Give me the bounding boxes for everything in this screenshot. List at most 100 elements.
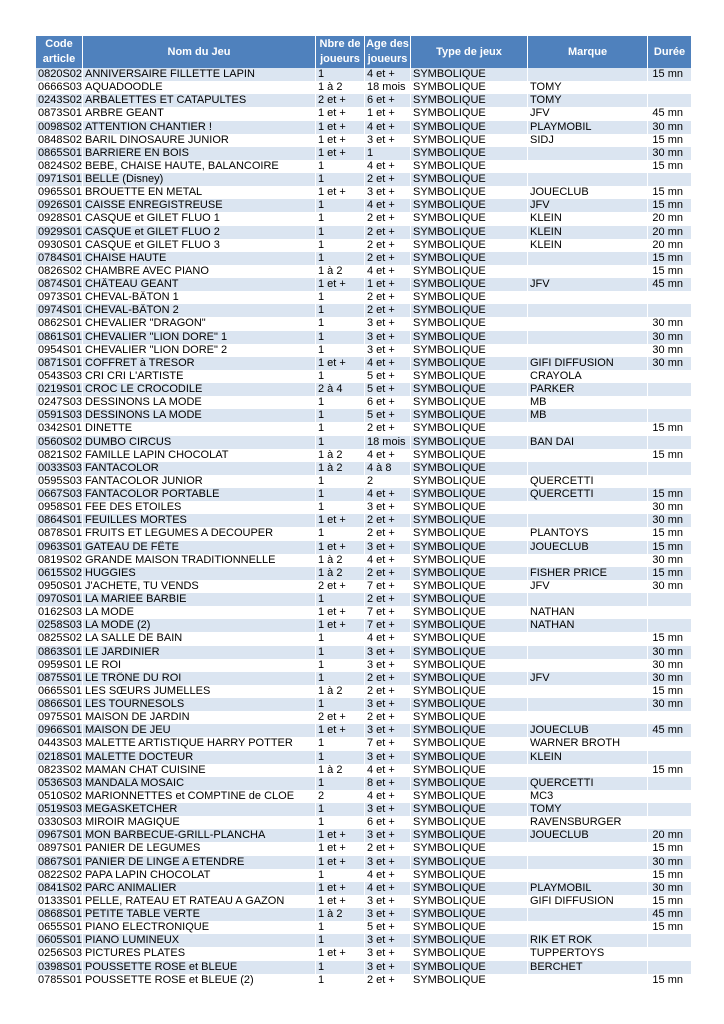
game-name-cell: CHEVALIER "LION DORE" 1 [83, 330, 316, 344]
code-cell: 0967S01 [36, 829, 83, 843]
game-type-cell: SYMBOLIQUE [411, 842, 528, 856]
game-name-cell: MAMAN CHAT CUISINE [83, 763, 316, 777]
players-cell: 1 à 2 [316, 684, 365, 698]
table-row: 0536S03 MANDALA MOSAIC 1 8 et + SYMBOLIQUE QU… [36, 776, 692, 790]
code-cell: 0950S01 [38, 579, 83, 593]
game-name-cell: FEE DES ETOILES [83, 501, 316, 515]
game-type-cell: SYMBOLIQUE [411, 619, 528, 633]
code-cell: 0848S02 [38, 133, 83, 147]
code-cell: 0865S01 [36, 146, 83, 160]
game-name-cell: BARIL DINOSAURE JUNIOR [83, 133, 316, 147]
code-cell: 0965S01 [38, 186, 83, 200]
age-cell: 3 et + [365, 658, 411, 672]
duration-cell [648, 383, 692, 397]
table-row: 0443S03 MALETTE ARTISTIQUE HARRY POTTER 1 7… [36, 737, 692, 751]
brand-cell: QUERCETTI [528, 776, 648, 790]
game-name-cell: BROUETTE EN METAL [83, 186, 316, 200]
table-row: 0666S03 AQUADOODLE 1 à 2 18 mois SYMBOLIQUE T… [36, 81, 692, 95]
duration-cell: 15 mn [648, 159, 692, 173]
code-cell: 0133S01 [38, 894, 83, 908]
code-cell: 0243S02 [36, 94, 83, 108]
code-cell: 0256S03 [38, 947, 83, 961]
age-cell: 2 et + [365, 593, 411, 607]
game-type-cell: SYMBOLIQUE [411, 803, 528, 817]
brand-cell [528, 921, 648, 935]
duration-cell: 30 mn [648, 671, 692, 685]
age-cell: 4 et + [365, 789, 411, 803]
players-cell: 1 et + [316, 606, 365, 620]
duration-cell [648, 593, 692, 607]
game-name-cell: CAISSE ENREGISTREUSE [83, 199, 316, 213]
code-cell: 0098S02 [36, 120, 83, 134]
table-row: 0897S01 PANIER DE LEGUMES 1 et +2 et + SYMB… [36, 842, 692, 856]
players-cell: 1 [316, 251, 365, 265]
players-cell: 1 à 2 [316, 448, 365, 462]
duration-cell: 15 mn [648, 448, 692, 462]
age-cell: 3 et + [365, 960, 411, 974]
table-row: 0655S01 PIANO ELECTRONIQUE 1 5 et + SYMBOLIQ… [36, 921, 692, 935]
duration-cell: 15 mn [648, 921, 692, 935]
game-type-cell: SYMBOLIQUE [411, 724, 528, 738]
code-cell: 0928S01 [38, 212, 83, 226]
duration-cell: 30 mn [648, 553, 692, 567]
players-cell: 1 [316, 632, 365, 646]
players-cell: 1 [316, 816, 365, 830]
game-type-cell: SYMBOLIQUE [411, 816, 528, 830]
duration-cell: 45 mn [648, 278, 692, 292]
age-cell: 3 et + [365, 803, 411, 817]
game-type-cell: SYMBOLIQUE [411, 343, 528, 357]
brand-cell: JFV [528, 579, 648, 593]
brand-cell [528, 698, 648, 712]
code-cell: 0342S01 [38, 422, 83, 436]
players-cell: 1 et + [316, 724, 365, 738]
game-name-cell: FEUILLES MORTES [83, 514, 316, 528]
code-cell: 0330S03 [38, 816, 83, 830]
game-type-cell: SYMBOLIQUE [411, 855, 528, 869]
table-row: 0510S02 MARIONNETTES et COMPTINE de CLOE 2… [36, 789, 692, 803]
age-cell: 3 et + [365, 698, 411, 712]
duration-cell [648, 435, 692, 449]
duration-cell: 30 mn [648, 698, 692, 712]
duration-cell [648, 173, 692, 187]
code-cell: 0878S01 [38, 527, 83, 541]
code-cell: 0926S01 [36, 199, 83, 213]
game-name-cell: GRANDE MAISON TRADITIONNELLE [83, 553, 316, 567]
game-name-cell: MANDALA MOSAIC [83, 776, 316, 790]
duration-cell [648, 409, 692, 423]
duration-cell [648, 81, 692, 95]
game-name-cell: CHEVAL-BÂTON 1 [83, 291, 316, 305]
duration-cell: 30 mn [648, 514, 692, 528]
game-name-cell: PARC ANIMALIER [83, 881, 316, 895]
brand-cell: JFV [528, 278, 648, 292]
brand-cell: JFV [528, 671, 648, 685]
table-row: 0330S03 MIROIR MAGIQUE 1 6 et + SYMBOLIQUE RA… [36, 816, 692, 830]
age-cell: 2 et + [365, 173, 411, 187]
duration-cell: 30 mn [648, 579, 692, 593]
game-name-cell: POUSSETTE ROSE et BLEUE (2) [83, 973, 316, 987]
table-row: 0878S01 FRUITS ET LEGUMES A DECOUPER 1 2 et… [36, 527, 692, 541]
code-cell: 0861S01 [36, 330, 83, 344]
code-cell: 0824S02 [38, 159, 83, 173]
game-type-cell: SYMBOLIQUE [411, 606, 528, 620]
duration-cell [648, 789, 692, 803]
age-cell: 3 et + [365, 133, 411, 147]
players-cell: 1 [316, 645, 365, 659]
game-type-cell: SYMBOLIQUE [411, 291, 528, 305]
game-name-cell: BELLE (Disney) [83, 173, 316, 187]
age-cell: 3 et + [365, 724, 411, 738]
players-cell: 1 et + [316, 881, 365, 895]
code-cell: 0862S01 [38, 317, 83, 331]
code-cell: 0930S01 [38, 238, 83, 252]
table-row: 0784S01 CHAISE HAUTE 1 2 et + SYMBOLIQUE 15 m… [36, 251, 692, 265]
players-cell: 1 [316, 750, 365, 764]
game-type-cell: SYMBOLIQUE [411, 81, 528, 95]
table-row: 0825S02 LA SALLE DE BAIN 1 4 et + SYMBOLIQUE… [36, 632, 692, 646]
game-type-cell: SYMBOLIQUE [411, 934, 528, 948]
code-cell: 0219S01 [36, 383, 83, 397]
players-cell: 1 à 2 [316, 81, 365, 95]
